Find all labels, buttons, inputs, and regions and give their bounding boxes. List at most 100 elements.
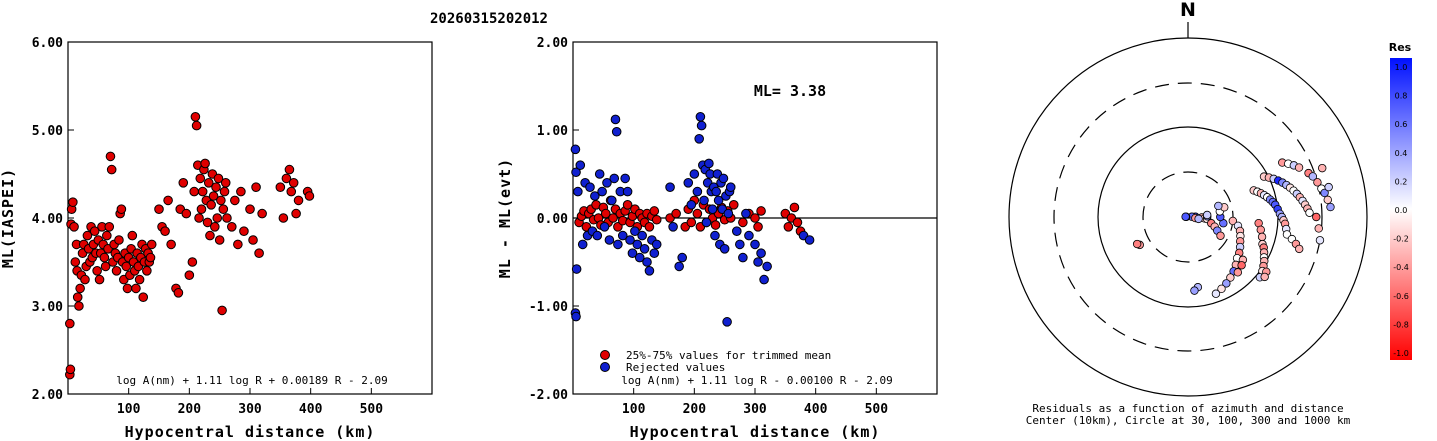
data-point	[735, 239, 745, 250]
station-point	[1313, 178, 1322, 187]
data-point	[585, 182, 595, 192]
x-axis-label: Hypocentral distance (km)	[630, 423, 881, 441]
data-point	[607, 195, 617, 206]
data-point	[181, 208, 192, 219]
data-point	[620, 173, 630, 184]
data-point	[245, 204, 255, 214]
data-point	[230, 195, 240, 206]
x-tick-label: 100	[117, 402, 141, 417]
data-point	[608, 213, 618, 223]
data-point	[627, 248, 638, 258]
data-point	[665, 182, 675, 192]
station-point	[1323, 195, 1332, 205]
data-point	[138, 292, 149, 303]
data-point	[622, 200, 633, 210]
x-tick-label: 500	[360, 402, 384, 417]
data-point	[121, 261, 132, 272]
data-point	[683, 178, 694, 188]
data-point	[75, 283, 85, 294]
data-point	[104, 222, 115, 232]
colorbar: Res 1.0 0.8 0.6 0.4 0.2 0.0 -0.2 -0.4 -0.6 -0.8 -1…	[1389, 41, 1412, 360]
data-point	[728, 200, 739, 210]
data-point	[190, 112, 201, 122]
data-point	[723, 208, 734, 219]
station-point	[1217, 284, 1226, 294]
data-point	[630, 226, 640, 236]
station-point	[1305, 208, 1314, 217]
data-point	[710, 230, 720, 241]
data-point	[741, 208, 751, 219]
data-point	[100, 261, 111, 272]
data-point	[671, 208, 681, 219]
plot-frame	[67, 41, 433, 395]
colorbar-tick-label: 0.2	[1395, 177, 1408, 186]
data-point	[651, 239, 662, 250]
station-point	[1257, 232, 1267, 242]
data-point	[713, 195, 724, 206]
colorbar-tick-label: -1.0	[1393, 349, 1409, 358]
data-point	[711, 186, 721, 197]
x-tick-label: 300	[743, 402, 767, 417]
caption-line-2: Center (10km), Circle at 30, 100, 300 an…	[1026, 414, 1351, 427]
colorbar-tick-label: 0.0	[1395, 206, 1408, 215]
data-point	[625, 235, 635, 245]
legend-blue-marker	[600, 362, 610, 372]
data-point	[211, 182, 221, 192]
station-point	[1312, 212, 1321, 222]
data-point	[248, 235, 258, 245]
data-point	[622, 186, 633, 197]
colorbar-tick-label: 0.8	[1395, 92, 1408, 101]
data-point	[759, 274, 769, 285]
data-point	[674, 261, 684, 272]
data-point	[732, 226, 742, 236]
station-point	[1132, 239, 1142, 249]
data-point	[575, 160, 586, 170]
data-point	[233, 239, 243, 250]
data-point	[686, 217, 697, 228]
station-point	[1237, 261, 1246, 270]
data-point	[644, 222, 655, 232]
station-point	[1214, 201, 1223, 211]
data-point	[222, 213, 232, 223]
y-tick-label: 2.00	[537, 36, 568, 51]
x-tick-label: 500	[865, 402, 889, 417]
station-point	[1295, 244, 1304, 254]
data-point	[205, 230, 215, 241]
y-tick-label: 2.00	[32, 388, 63, 403]
data-point	[210, 222, 220, 232]
data-point	[197, 186, 208, 197]
data-point	[187, 257, 198, 267]
data-point	[200, 158, 210, 169]
data-point	[699, 195, 709, 206]
data-point	[590, 191, 600, 201]
data-point	[122, 283, 133, 294]
data-point	[573, 186, 583, 197]
station-point	[1260, 272, 1269, 282]
data-point	[750, 239, 760, 250]
legend-label-red: 25%-75% values for trimmed mean	[626, 349, 831, 362]
data-point	[649, 206, 660, 216]
data-point	[195, 173, 206, 184]
x-axis-label: Hypocentral distance (km)	[125, 423, 376, 441]
station-point	[1318, 163, 1327, 173]
colorbar-tick-label: 0.4	[1395, 149, 1408, 158]
station-point	[1256, 225, 1265, 235]
data-point	[291, 208, 301, 219]
data-point	[184, 270, 195, 281]
data-point	[202, 217, 213, 228]
data-point	[599, 222, 610, 232]
data-point	[668, 222, 678, 232]
data-point	[611, 126, 622, 137]
data-point	[686, 200, 697, 210]
data-point	[571, 167, 581, 178]
station-point	[1211, 289, 1221, 298]
data-point	[710, 220, 721, 230]
data-point	[278, 213, 289, 223]
data-point	[634, 252, 645, 263]
circle-1000km	[1008, 37, 1368, 397]
station-point	[1326, 202, 1335, 212]
data-point	[789, 202, 800, 213]
data-point	[609, 173, 620, 184]
data-point	[696, 120, 707, 131]
data-point	[65, 364, 76, 375]
